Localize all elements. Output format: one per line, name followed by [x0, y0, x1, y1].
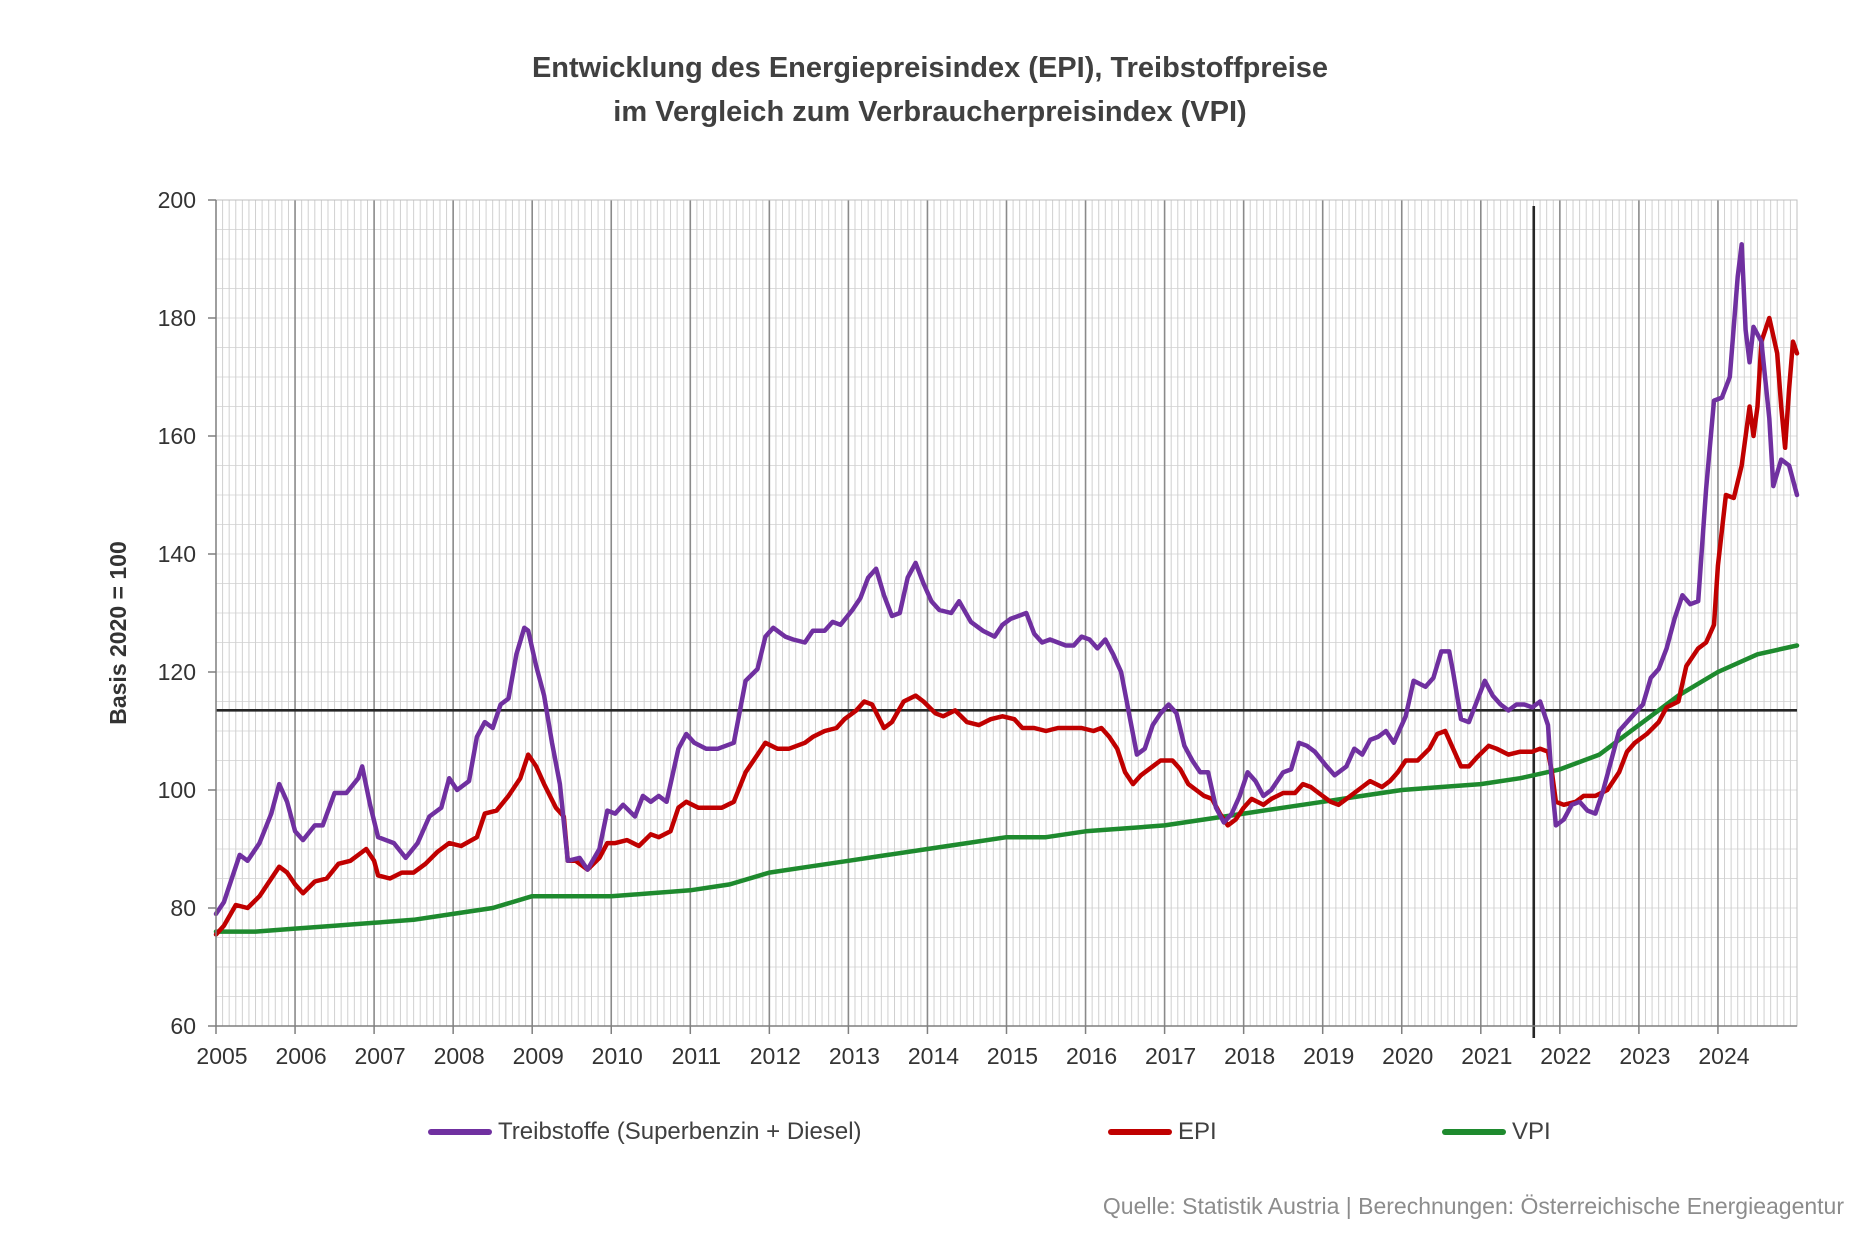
x-tick-label: 2023 — [1619, 1043, 1670, 1069]
legend-label: EPI — [1178, 1118, 1217, 1145]
series-line-epi — [213, 315, 1800, 937]
grid-layer — [215, 199, 1798, 1027]
x-tick-label: 2013 — [829, 1043, 880, 1069]
y-tick-label: 140 — [158, 541, 196, 567]
y-axis-label: Basis 2020 = 100 — [105, 541, 131, 725]
series-line-vpi — [213, 643, 1800, 934]
x-tick-label: 2021 — [1461, 1043, 1512, 1069]
y-tick-label: 160 — [158, 423, 196, 449]
y-tick-label: 200 — [158, 187, 196, 213]
x-tick-label: 2014 — [908, 1043, 959, 1069]
x-tick-label: 2016 — [1066, 1043, 1117, 1069]
reference-lines — [216, 206, 1797, 1038]
y-tick-label: 100 — [158, 777, 196, 803]
chart-title: Entwicklung des Energiepreisindex (EPI),… — [0, 46, 1860, 134]
x-tick-label: 2017 — [1145, 1043, 1196, 1069]
x-tick-label: 2024 — [1698, 1043, 1749, 1069]
source-note: Quelle: Statistik Austria | Berechnungen… — [1102, 1193, 1844, 1219]
y-tick-label: 60 — [170, 1013, 196, 1039]
legend-label: VPI — [1512, 1118, 1551, 1145]
x-tick-label: 2005 — [196, 1043, 247, 1069]
chart-title-line-1: Entwicklung des Energiepreisindex (EPI),… — [531, 52, 1329, 84]
legend-label: Treibstoffe (Superbenzin + Diesel) — [498, 1118, 862, 1145]
series-line-treibstoffe-superbenzin-diesel — [213, 242, 1800, 917]
y-tick-label: 120 — [158, 659, 196, 685]
x-tick-label: 2019 — [1303, 1043, 1354, 1069]
x-tick-label: 2011 — [672, 1043, 721, 1069]
x-tick-label: 2008 — [434, 1043, 485, 1069]
legend: Treibstoffe (Superbenzin + Diesel) EPI VPI — [0, 1112, 1860, 1152]
legend-item: VPI — [1442, 1112, 1551, 1152]
y-tick-label: 80 — [170, 895, 196, 921]
legend-swatch — [1442, 1129, 1506, 1135]
x-tick-label: 2022 — [1540, 1043, 1591, 1069]
x-tick-label: 2015 — [987, 1043, 1038, 1069]
axis-layer: 60 80 100 120 140 160 180 200 2005 2006 2007 2008 20… — [158, 187, 1797, 1069]
chart-title-line-2: im Vergleich zum Verbraucherpreisindex (… — [613, 96, 1247, 128]
legend-item: Treibstoffe (Superbenzin + Diesel) — [428, 1112, 862, 1152]
x-tick-label: 2012 — [750, 1043, 801, 1069]
x-tick-label: 2006 — [275, 1043, 326, 1069]
legend-item: EPI — [1108, 1112, 1217, 1152]
x-tick-label: 2010 — [592, 1043, 643, 1069]
legend-swatch — [1108, 1129, 1172, 1135]
x-tick-label: 2007 — [355, 1043, 406, 1069]
x-tick-label: 2009 — [513, 1043, 564, 1069]
x-tick-label: 2018 — [1224, 1043, 1275, 1069]
x-tick-label: 2020 — [1382, 1043, 1433, 1069]
series-layer — [213, 242, 1800, 937]
y-tick-label: 180 — [158, 305, 196, 331]
legend-swatch — [428, 1129, 492, 1135]
